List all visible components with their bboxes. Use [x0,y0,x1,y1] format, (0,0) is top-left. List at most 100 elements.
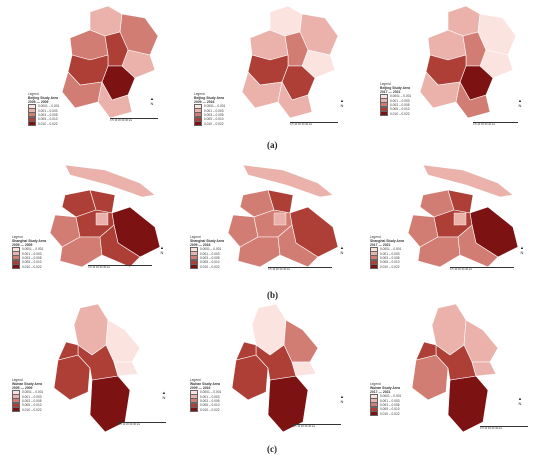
legend-heading: Legend [370,382,381,386]
legend-heading: Legend [194,92,205,96]
north-arrow-icon: ▲ N [520,245,524,255]
north-arrow-icon: ▲ N [518,98,522,108]
district-fengxian [457,224,499,268]
scale-bar: 0 5 10 20 30 40 km [110,118,158,122]
map-panel-wuhan-3: Legend Wuhan Study Area 2017 — 2021 0.00… [368,300,548,435]
district-chongming-island [242,164,334,198]
legend: Legend Shanghai Study Area 2017 — 2021 0… [370,235,404,270]
beijing-map-2 [241,5,339,119]
map-panel-wuhan-2: Legend Wuhan Study Area 2009 — 2016 0.00… [188,300,368,435]
legend-heading: Legend [190,378,201,382]
scale-bar: 0 5 10 20 30 40 km [293,424,341,428]
district-east-lake [113,361,139,377]
legend: Legend Shanghai Study Area 2009 — 2016 0… [190,235,224,270]
beijing-map-1 [61,5,159,119]
map-panel-shanghai-2: Legend Shanghai Study Area 2009 — 2016 0… [188,155,368,290]
shanghai-map-1 [49,164,161,268]
legend: Legend Wuhan Study Area 2009 — 2016 0.00… [190,378,221,413]
district-central-urban [453,212,467,226]
row-wuhan: Legend Wuhan Study Area 2005 — 2009 0.00… [0,300,550,464]
legend-heading: Legend [12,235,23,239]
district-chongming-island [64,164,156,198]
district-chongming-island [422,164,514,198]
legend-period: 2009 — 2016 [194,100,215,104]
row-shanghai: Legend Shanghai Study Area 2005 — 2009 0… [0,155,550,305]
district-north-west [269,5,303,37]
legend-item: 0.010 – 0.022 [28,121,59,127]
legend: Legend Beijing Study Area 2005 — 2009 0.… [28,92,59,127]
district-jiangxia [447,375,489,433]
legend-period: 2009 — 2016 [190,386,211,390]
north-arrow-icon: ▲ N [150,96,154,106]
map-panel-shanghai-3: Legend Shanghai Study Area 2017 — 2021 0… [368,155,548,290]
north-arrow-icon: ▲ N [340,98,344,108]
map-panel-beijing-1: Legend Beijing Study Area 2005 — 2009 0.… [10,0,190,135]
scale-bar: 0 5 10 20 30 40 km [118,422,166,426]
legend-period: 2017 — 2021 [380,90,401,94]
scale-bar: 0 5 10 20 30 40 km [450,267,514,271]
district-north-west [447,5,481,37]
district-dongxihu [235,341,257,361]
legend-heading: Legend [370,235,381,239]
district-south [455,81,491,119]
beijing-map-3 [419,5,517,119]
wuhan-map-2 [231,303,319,433]
wuhan-map-1 [53,303,141,433]
legend-title: Beijing Study Area [28,96,59,100]
district-central-urban [95,212,109,226]
map-panel-beijing-3: Legend Beijing Study Area 2017 — 2021 0.… [368,0,548,135]
row-label: (a) [267,140,278,150]
district-dongxihu [415,341,437,361]
legend-period: 2009 — 2016 [190,243,211,247]
district-dongxihu [57,341,79,361]
legend-item: 0.010 – 0.022 [12,407,43,413]
legend-title: Wuhan Study Area [190,382,220,386]
legend-item: 0.010 – 0.022 [190,264,224,270]
legend-title: Beijing Study Area [194,96,225,100]
north-arrow-icon: ▲ N [340,245,344,255]
legend-period: 2005 — 2009 [12,386,33,390]
north-arrow-icon: ▲ N [160,245,164,255]
legend-title: Shanghai Study Area [12,239,46,243]
north-arrow-icon: ▲ N [340,394,344,404]
district-east-lake [291,361,317,377]
legend-item: 0.010 – 0.022 [190,407,221,413]
legend-period: 2005 — 2009 [28,100,49,104]
north-arrow-icon: ▲ N [162,390,166,400]
wuhan-map-3 [411,303,499,433]
row-beijing: Legend Beijing Study Area 2005 — 2009 0.… [0,0,550,150]
shanghai-map-3 [407,164,519,268]
legend-heading: Legend [12,378,23,382]
district-north-west [89,5,123,37]
scale-bar: 0 5 10 20 30 40 km [268,267,332,271]
legend-title: Shanghai Study Area [370,239,404,243]
district-south [277,81,313,119]
legend-item: 0.010 – 0.022 [194,121,225,127]
legend-period: 2017 — 2021 [370,390,391,394]
row-label: (c) [267,444,277,454]
legend-period: 2017 — 2021 [370,243,391,247]
scale-bar: 0 5 10 20 30 40 km [480,426,528,430]
legend-item: 0.010 – 0.022 [370,264,404,270]
legend-item: 0.010 – 0.022 [370,411,401,417]
district-fengxian [277,224,319,268]
scale-bar: 0 5 10 20 30 40 km [88,265,152,269]
shanghai-map-2 [227,164,339,268]
legend-title: Wuhan Study Area [12,382,42,386]
district-central-urban [273,212,287,226]
legend-item: 0.010 – 0.022 [12,264,46,270]
legend-heading: Legend [28,92,39,96]
legend-title: Shanghai Study Area [190,239,224,243]
map-panel-beijing-2: Legend Beijing Study Area 2009 — 2016 0.… [190,0,370,135]
north-arrow-icon: ▲ N [518,396,522,406]
legend: Legend Wuhan Study Area 2017 — 2021 0.00… [370,382,401,417]
legend-title: Wuhan Study Area [370,386,400,390]
legend-heading: Legend [190,235,201,239]
legend: Legend Wuhan Study Area 2005 — 2009 0.00… [12,378,43,413]
district-east-lake [471,361,497,377]
row-label: (b) [267,290,278,300]
legend: Legend Beijing Study Area 2017 — 2021 0.… [380,82,411,117]
scale-bar: 0 5 10 20 30 40 km [290,122,338,126]
legend: Legend Beijing Study Area 2009 — 2016 0.… [194,92,225,127]
legend-title: Beijing Study Area [380,86,411,90]
